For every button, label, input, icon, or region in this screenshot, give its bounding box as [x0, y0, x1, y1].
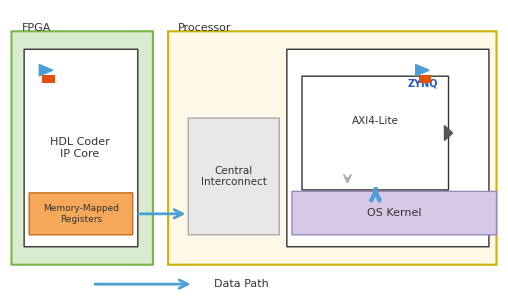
Polygon shape [444, 126, 453, 140]
Text: Central
Interconnect: Central Interconnect [201, 165, 267, 187]
FancyBboxPatch shape [168, 31, 496, 265]
Text: ZYNQ: ZYNQ [408, 79, 438, 89]
Text: OS Kernel: OS Kernel [367, 208, 422, 218]
FancyBboxPatch shape [29, 193, 133, 235]
FancyBboxPatch shape [188, 118, 279, 235]
FancyArrowPatch shape [371, 189, 379, 201]
Text: Data Path: Data Path [213, 279, 268, 289]
FancyBboxPatch shape [302, 76, 449, 190]
Bar [419, 75, 431, 83]
Polygon shape [416, 65, 429, 76]
Text: HDL Coder
IP Core: HDL Coder IP Core [50, 137, 110, 159]
Text: AXI4-Lite: AXI4-Lite [352, 116, 399, 126]
Polygon shape [39, 65, 53, 76]
FancyBboxPatch shape [12, 31, 153, 265]
FancyBboxPatch shape [287, 49, 489, 247]
Text: FPGA: FPGA [22, 23, 51, 33]
Bar [42, 75, 55, 83]
Text: Processor: Processor [178, 23, 232, 33]
FancyBboxPatch shape [24, 49, 138, 247]
Text: Memory-Mapped
Registers: Memory-Mapped Registers [43, 204, 119, 223]
FancyBboxPatch shape [292, 191, 496, 235]
